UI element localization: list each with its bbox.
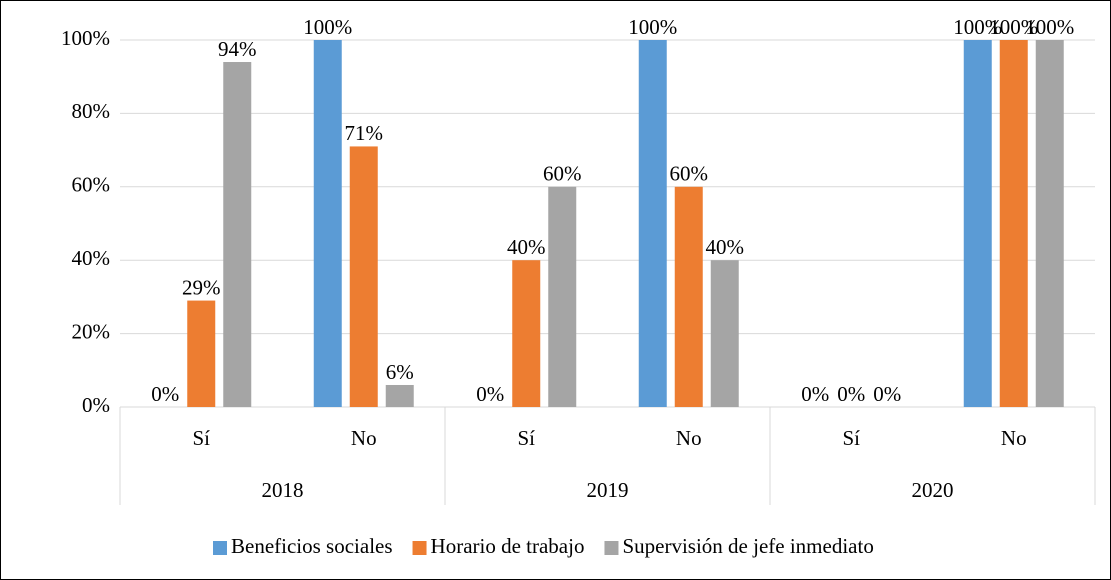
x-tick-label: No xyxy=(1001,426,1027,450)
value-label: 100% xyxy=(1025,15,1074,39)
value-label: 29% xyxy=(182,275,221,299)
y-tick-label: 60% xyxy=(72,173,111,197)
value-label: 0% xyxy=(801,382,829,406)
value-label: 0% xyxy=(873,382,901,406)
x-tick-label: Sí xyxy=(842,426,860,450)
value-label: 94% xyxy=(218,37,257,61)
bar xyxy=(1035,40,1064,407)
bar xyxy=(223,62,252,408)
bar xyxy=(512,260,541,407)
x-tick-label: Sí xyxy=(517,426,535,450)
value-label: 100% xyxy=(303,15,352,39)
legend-swatch xyxy=(213,541,227,555)
bar xyxy=(674,186,703,407)
value-label: 60% xyxy=(543,162,582,186)
bar xyxy=(548,186,577,407)
legend-label: Beneficios sociales xyxy=(231,534,393,558)
value-label: 60% xyxy=(670,162,709,186)
y-tick-label: 0% xyxy=(82,393,110,417)
value-label: 6% xyxy=(386,360,414,384)
value-label: 100% xyxy=(953,15,1002,39)
y-tick-label: 40% xyxy=(72,246,111,270)
value-label: 40% xyxy=(507,235,546,259)
value-label: 0% xyxy=(151,382,179,406)
x-tick-label: No xyxy=(676,426,702,450)
bar xyxy=(187,300,216,407)
x-tick-label: No xyxy=(351,426,377,450)
bar xyxy=(349,146,378,407)
value-label: 40% xyxy=(706,235,745,259)
value-label: 71% xyxy=(345,121,384,145)
x-tick-label: Sí xyxy=(192,426,210,450)
y-tick-label: 20% xyxy=(72,319,111,343)
value-label: 0% xyxy=(476,382,504,406)
y-tick-label: 80% xyxy=(72,99,111,123)
legend-swatch xyxy=(412,541,427,555)
value-label: 100% xyxy=(989,15,1038,39)
legend-label: Supervisión de jefe inmediato xyxy=(622,534,873,558)
bar xyxy=(385,384,414,407)
group-label: 2019 xyxy=(587,478,629,502)
bar xyxy=(710,260,739,407)
group-label: 2020 xyxy=(912,478,954,502)
bar xyxy=(313,40,342,407)
y-tick-label: 100% xyxy=(61,26,110,50)
value-label: 0% xyxy=(837,382,865,406)
legend-label: Horario de trabajo xyxy=(431,534,585,558)
group-label: 2018 xyxy=(262,478,304,502)
bar xyxy=(999,40,1028,407)
legend-swatch xyxy=(604,541,619,555)
bar xyxy=(638,40,667,407)
bar xyxy=(963,40,992,407)
value-label: 100% xyxy=(628,15,677,39)
